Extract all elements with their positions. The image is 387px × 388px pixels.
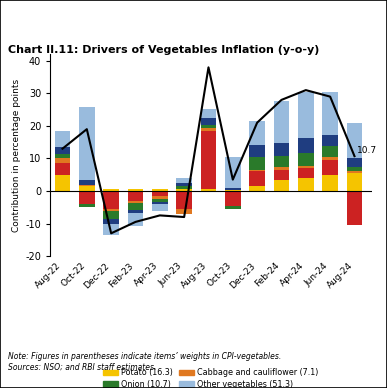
Bar — [347, 158, 362, 166]
Bar — [249, 186, 265, 191]
Bar — [55, 131, 70, 147]
Bar — [200, 125, 216, 128]
Bar — [128, 213, 144, 226]
Bar — [322, 135, 338, 146]
Bar — [274, 170, 289, 180]
Bar — [274, 180, 289, 191]
Bar — [249, 146, 265, 157]
Legend: Potato (16.3), Onion (10.7), Tomato (9.5), Garlic (5.1), Cabbage and cauliflower: Potato (16.3), Onion (10.7), Tomato (9.5… — [100, 365, 322, 388]
Bar — [79, 191, 95, 204]
Bar — [128, 191, 144, 201]
Bar — [128, 203, 144, 210]
Bar — [152, 199, 168, 203]
Bar — [225, 157, 241, 188]
Bar — [55, 147, 70, 154]
Bar — [200, 189, 216, 191]
Bar — [152, 204, 168, 211]
Bar — [152, 203, 168, 204]
Bar — [200, 131, 216, 189]
Bar — [225, 188, 241, 190]
Bar — [347, 171, 362, 173]
Bar — [322, 92, 338, 135]
Bar — [176, 183, 192, 186]
Bar — [274, 100, 289, 143]
Bar — [152, 191, 168, 196]
Bar — [249, 171, 265, 186]
Bar — [103, 219, 119, 223]
Bar — [79, 107, 95, 180]
Bar — [225, 206, 241, 209]
Bar — [103, 223, 119, 235]
Bar — [176, 186, 192, 189]
Bar — [103, 211, 119, 219]
Bar — [176, 191, 192, 209]
Bar — [249, 170, 265, 171]
Bar — [298, 166, 314, 168]
Bar — [322, 175, 338, 191]
Bar — [298, 92, 314, 138]
Bar — [55, 158, 70, 163]
Text: Note: Figures in parentheses indicate items’ weights in CPI-vegetables.: Note: Figures in parentheses indicate it… — [8, 352, 281, 361]
Bar — [128, 201, 144, 203]
Bar — [79, 204, 95, 207]
Bar — [176, 209, 192, 214]
Bar — [249, 157, 265, 170]
Bar — [322, 160, 338, 175]
Bar — [128, 189, 144, 191]
Bar — [298, 138, 314, 152]
Bar — [79, 186, 95, 191]
Bar — [249, 121, 265, 146]
Y-axis label: Contribution in percentage points: Contribution in percentage points — [12, 79, 21, 232]
Bar — [79, 185, 95, 186]
Text: 10.7: 10.7 — [358, 146, 378, 154]
Bar — [322, 146, 338, 158]
Bar — [298, 178, 314, 191]
Bar — [322, 158, 338, 160]
Text: Chart II.11: Drivers of Vegetables Inflation (y-o-y): Chart II.11: Drivers of Vegetables Infla… — [8, 45, 319, 55]
Bar — [274, 143, 289, 156]
Text: Sources: NSO; and RBI staff estimates.: Sources: NSO; and RBI staff estimates. — [8, 362, 156, 371]
Bar — [79, 180, 95, 185]
Bar — [347, 123, 362, 158]
Bar — [103, 209, 119, 211]
Bar — [347, 191, 362, 225]
Bar — [55, 163, 70, 175]
Bar — [103, 191, 119, 209]
Bar — [347, 166, 362, 171]
Bar — [55, 154, 70, 158]
Bar — [298, 168, 314, 178]
Bar — [152, 196, 168, 199]
Bar — [200, 118, 216, 125]
Bar — [152, 189, 168, 191]
Bar — [128, 210, 144, 213]
Bar — [55, 175, 70, 191]
Bar — [200, 109, 216, 118]
Bar — [103, 189, 119, 191]
Bar — [176, 189, 192, 191]
Bar — [176, 178, 192, 183]
Bar — [274, 167, 289, 170]
Bar — [200, 128, 216, 131]
Bar — [347, 173, 362, 191]
Bar — [225, 191, 241, 206]
Bar — [274, 156, 289, 167]
Bar — [298, 152, 314, 166]
Bar — [225, 190, 241, 191]
